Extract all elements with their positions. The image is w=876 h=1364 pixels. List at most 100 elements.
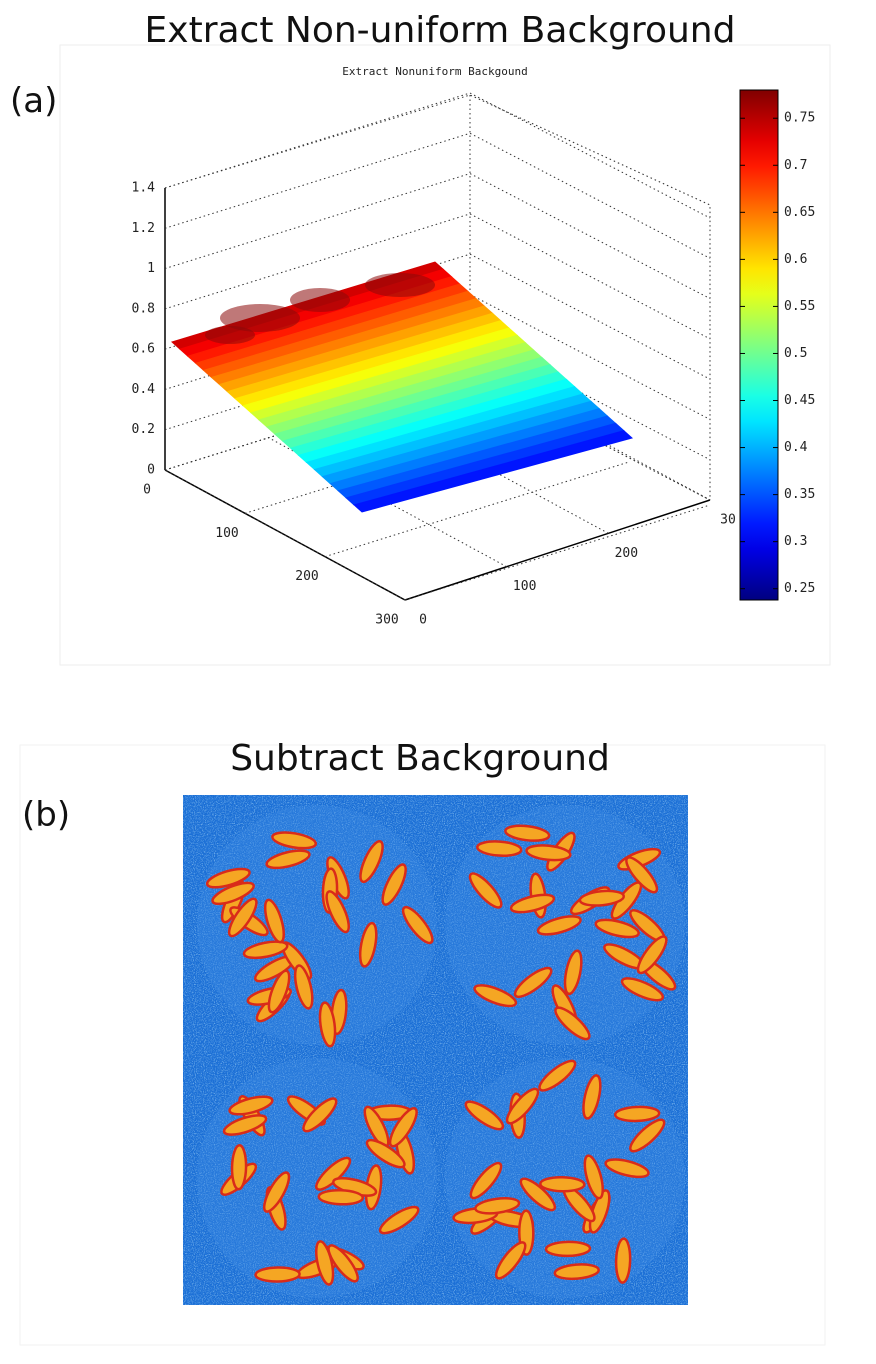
surface-patch xyxy=(365,273,435,297)
grain xyxy=(315,1240,335,1286)
surface-patch xyxy=(290,288,350,312)
grid-line xyxy=(164,253,711,380)
y-axis xyxy=(404,499,711,601)
grid-line xyxy=(164,173,711,300)
grain xyxy=(205,867,251,889)
colorbar-tick-label: 0.45 xyxy=(784,393,815,408)
x-tick-label: 100 xyxy=(215,526,238,541)
x-tick-label: 300 xyxy=(375,613,398,628)
panel-title: Extract Non-uniform Background xyxy=(145,10,736,51)
grain xyxy=(227,897,258,938)
grain xyxy=(504,824,551,842)
surface-strip xyxy=(353,430,634,513)
colorbar-tick-label: 0.25 xyxy=(784,581,815,596)
grain xyxy=(594,918,640,939)
grid-line xyxy=(164,334,711,461)
grain xyxy=(359,840,384,884)
panel-b-frame xyxy=(19,744,826,1346)
colorbar-tick-label: 0.4 xyxy=(784,440,808,455)
grain xyxy=(613,1105,661,1123)
grain xyxy=(378,1205,420,1235)
surface-patch xyxy=(205,326,255,344)
grain xyxy=(538,1059,577,1092)
colorbar-tick-label: 0.65 xyxy=(784,205,815,220)
grid-line xyxy=(164,374,711,501)
x-tick-label: 0 xyxy=(143,483,151,498)
grain xyxy=(513,966,553,999)
grain xyxy=(563,949,583,996)
grain xyxy=(629,1118,666,1153)
panel-label: (a) xyxy=(10,81,57,121)
z-tick-label: 1.4 xyxy=(132,181,156,196)
y-tick-label: 100 xyxy=(513,579,536,594)
colorbar-tick-label: 0.7 xyxy=(784,158,807,173)
grain xyxy=(254,1266,301,1283)
grain xyxy=(464,1100,505,1131)
colorbar-tick-label: 0.55 xyxy=(784,299,815,314)
grain xyxy=(230,1144,248,1191)
grain xyxy=(263,898,285,944)
grain xyxy=(476,840,523,857)
grid-line xyxy=(404,504,711,601)
grain xyxy=(494,1241,527,1280)
surface xyxy=(171,261,634,513)
image xyxy=(183,795,688,1305)
grain xyxy=(222,1114,268,1136)
colorbar-tick-label: 0.75 xyxy=(784,111,815,126)
grain xyxy=(578,889,626,907)
grain xyxy=(381,863,407,906)
grain xyxy=(469,1161,503,1200)
grain xyxy=(271,831,318,850)
z-tick-label: 1.2 xyxy=(132,221,155,236)
grain xyxy=(539,1175,586,1193)
panel-a-frame xyxy=(59,44,831,666)
grain xyxy=(242,940,289,960)
grain xyxy=(604,1158,650,1179)
panel-title: Subtract Background xyxy=(230,738,610,779)
grain xyxy=(625,856,659,894)
grain xyxy=(519,1177,557,1212)
grain xyxy=(525,844,572,862)
grid-line xyxy=(164,293,711,420)
y-tick-label: 200 xyxy=(615,546,638,561)
grain xyxy=(388,1107,418,1148)
grain xyxy=(553,1263,600,1281)
colorbar-tick-label: 0.5 xyxy=(784,346,807,361)
y-tick-label: 0 xyxy=(419,613,427,628)
box-edge xyxy=(164,94,711,500)
grain xyxy=(318,1001,337,1048)
grid-line xyxy=(164,92,711,219)
grain xyxy=(262,1171,291,1213)
grain xyxy=(582,1074,602,1120)
grain xyxy=(620,977,665,1002)
grain xyxy=(636,935,668,975)
grain xyxy=(293,964,314,1010)
plot-title: Extract Nonuniform Backgound xyxy=(342,65,527,78)
grain xyxy=(317,1188,365,1206)
grain xyxy=(536,915,582,936)
grid-line xyxy=(164,132,711,259)
z-tick-label: 0 xyxy=(147,463,155,478)
z-tick-label: 0.2 xyxy=(132,422,155,437)
grain xyxy=(554,1006,591,1041)
grain xyxy=(583,1154,604,1200)
z-tick-label: 0.6 xyxy=(132,342,155,357)
grain xyxy=(474,1197,521,1215)
y-tick-label: 30 xyxy=(720,513,736,528)
grain xyxy=(265,849,311,870)
surface-patch xyxy=(220,304,300,332)
colorbar-tick-label: 0.3 xyxy=(784,534,807,549)
grain xyxy=(358,921,378,968)
grain xyxy=(325,890,350,934)
z-tick-label: 0.8 xyxy=(132,301,155,316)
grain xyxy=(401,905,434,945)
grid-line xyxy=(164,469,406,601)
grain xyxy=(365,1138,406,1169)
grain xyxy=(228,1095,274,1116)
grain xyxy=(473,984,518,1008)
grain xyxy=(614,1237,632,1284)
x-tick-label: 200 xyxy=(295,569,318,584)
grain xyxy=(211,881,255,906)
grid-line xyxy=(324,461,631,558)
